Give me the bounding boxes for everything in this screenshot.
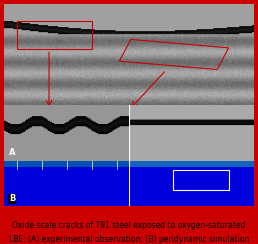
Text: A: A (9, 148, 15, 157)
Text: Oxide scale cracks of T91 steel exposed to oxygen-saturated: Oxide scale cracks of T91 steel exposed … (12, 221, 246, 230)
Bar (17, 21, 92, 50)
Text: LBE: (A) experimental observation; (B) peridynamic simulation: LBE: (A) experimental observation; (B) p… (9, 235, 249, 244)
Text: B: B (9, 194, 15, 203)
Bar (173, 170, 229, 190)
